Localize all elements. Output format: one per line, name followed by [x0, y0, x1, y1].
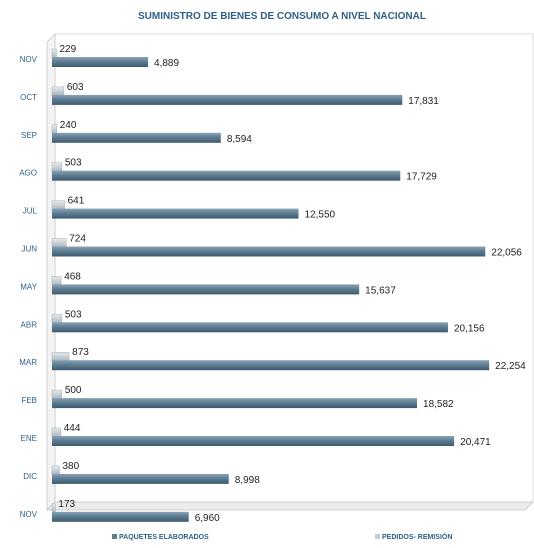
value-label-paquetes: 8,998 [235, 475, 260, 486]
value-label-pedidos: 503 [65, 309, 82, 320]
value-label-pedidos: 468 [64, 271, 81, 282]
value-label-paquetes: 17,831 [408, 96, 439, 107]
bar-paquetes [52, 511, 189, 522]
value-label-pedidos: 503 [65, 158, 82, 169]
bar-paquetes [52, 398, 418, 409]
bar-paquetes [52, 57, 149, 67]
category-label: MAR [19, 358, 37, 367]
bar-pedidos [51, 162, 63, 172]
bar-paquetes [52, 322, 448, 333]
bar-pedidos [51, 200, 65, 210]
category-label: SEP [21, 131, 37, 140]
bar-pedidos [51, 389, 63, 400]
chart-title: SUMINISTRO DE BIENES DE CONSUMO A NIVEL … [138, 11, 426, 22]
legend-swatch-paquetes [112, 534, 117, 539]
bar-paquetes [52, 360, 490, 371]
chart-floor [46, 501, 534, 511]
bar-pedidos [51, 86, 65, 97]
legend-swatch-pedidos [375, 534, 380, 539]
value-label-paquetes: 8,594 [227, 134, 252, 145]
value-label-paquetes: 22,254 [495, 361, 526, 372]
bar-pedidos [51, 465, 60, 476]
category-label: NOV [20, 55, 38, 64]
category-label: AGO [19, 169, 37, 178]
value-label-paquetes: 15,637 [365, 285, 396, 296]
bar-paquetes [52, 284, 360, 295]
value-label-paquetes: 6,960 [195, 513, 220, 524]
category-label: DIC [23, 472, 37, 481]
bar-pedidos [51, 352, 70, 362]
value-label-paquetes: 12,550 [305, 210, 336, 221]
bar-pedidos [51, 238, 67, 248]
value-label-pedidos: 641 [68, 196, 85, 207]
bar-pedidos [51, 124, 57, 135]
value-label-paquetes: 17,729 [406, 172, 437, 183]
category-label: MAY [20, 282, 37, 291]
category-label: JUL [23, 207, 38, 216]
bar-paquetes [52, 246, 486, 257]
bar-pedidos [51, 427, 61, 438]
category-label: ENE [21, 434, 37, 443]
bar-pedidos [51, 314, 63, 324]
bar-paquetes [52, 208, 299, 219]
bar-pedidos [51, 503, 56, 513]
category-label: ABR [21, 320, 38, 329]
value-label-pedidos: 724 [69, 234, 86, 245]
category-label: JUN [21, 245, 37, 254]
bar-paquetes [52, 132, 221, 143]
bar-paquetes [52, 94, 403, 105]
bar-paquetes [52, 473, 229, 484]
bar-paquetes [52, 436, 455, 446]
value-label-pedidos: 603 [67, 82, 84, 93]
value-label-paquetes: 20,471 [460, 437, 491, 448]
value-label-pedidos: 873 [72, 347, 89, 358]
value-label-pedidos: 240 [60, 120, 77, 131]
category-label: NOV [20, 510, 38, 519]
value-label-paquetes: 18,582 [423, 399, 454, 410]
value-label-paquetes: 20,156 [454, 323, 485, 334]
value-label-pedidos: 229 [59, 44, 76, 55]
value-label-pedidos: 500 [65, 385, 82, 396]
legend-label-paquetes: PAQUETES ELABORADOS [119, 534, 209, 541]
value-label-paquetes: 22,056 [491, 248, 522, 259]
bar-pedidos [51, 276, 62, 286]
category-label: FEB [21, 396, 37, 405]
value-label-pedidos: 173 [58, 499, 75, 510]
bars-layer: NOV 229 4,889 OCT 603 17,831 SEP 240 8,594 AGO 503… [19, 44, 526, 524]
category-label: OCT [20, 93, 37, 102]
legend-label-pedidos: PEDIDOS- REMISIÓN [382, 532, 452, 541]
bar-pedidos [51, 48, 57, 59]
value-label-paquetes: 4,889 [154, 58, 179, 69]
value-label-pedidos: 380 [62, 461, 79, 472]
bar-paquetes [52, 170, 401, 181]
value-label-pedidos: 444 [64, 423, 81, 434]
